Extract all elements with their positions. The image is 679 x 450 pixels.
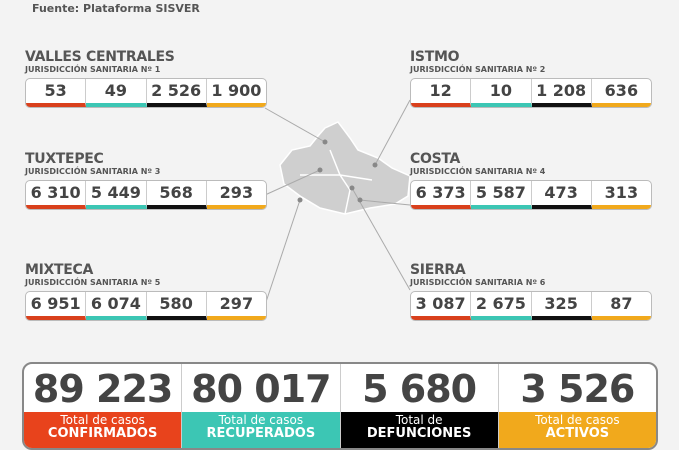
map-markers	[297, 139, 378, 203]
stat-recovered: 5 587	[471, 181, 532, 209]
region-jurisdiction: JURISDICCIÓN SANITARIA Nº 3	[25, 167, 161, 176]
region-stats: 6 310 5 449 568 293	[25, 180, 267, 210]
region-name: VALLES CENTRALES	[25, 49, 175, 65]
stat-active: 1 900	[206, 79, 266, 107]
stat-deaths: 580	[146, 292, 207, 320]
stat-recovered: 6 074	[86, 292, 147, 320]
stat-deaths: 325	[531, 292, 592, 320]
region-stats: 6 373 5 587 473 313	[410, 180, 652, 210]
region-name: COSTA	[410, 151, 461, 167]
stat-recovered: 5 449	[86, 181, 147, 209]
stat-active: 87	[591, 292, 651, 320]
region-jurisdiction: JURISDICCIÓN SANITARIA Nº 5	[25, 278, 161, 287]
region-name: SIERRA	[410, 262, 466, 278]
region-jurisdiction: JURISDICCIÓN SANITARIA Nº 6	[410, 278, 546, 287]
stat-confirmed: 6 373	[411, 181, 472, 209]
stat-active: 636	[591, 79, 651, 107]
stat-deaths: 568	[146, 181, 207, 209]
stat-recovered: 49 394	[86, 79, 147, 107]
region-tuxtepec: TUXTEPEC JURISDICCIÓN SANITARIA Nº 3 6 310…	[25, 152, 267, 210]
region-jurisdiction: JURISDICCIÓN SANITARIA Nº 1	[25, 65, 161, 74]
region-sierra: SIERRA JURISDICCIÓN SANITARIA Nº 6 3 087 2 …	[410, 263, 652, 321]
region-stats: 6 951 6 074 580 297	[25, 291, 267, 321]
total-deaths: 5 680 Total de DEFUNCIONES	[340, 364, 499, 448]
stat-recovered: 2 675	[471, 292, 532, 320]
stat-active: 297	[206, 292, 266, 320]
region-mixteca: MIXTECA JURISDICCIÓN SANITARIA Nº 5 6 951 6…	[25, 263, 267, 321]
region-name: ISTMO	[410, 49, 460, 65]
region-valles-centrales: VALLES CENTRALES JURISDICCIÓN SANITARIA N…	[25, 50, 267, 108]
stat-active: 293	[206, 181, 266, 209]
region-name: MIXTECA	[25, 262, 94, 278]
stat-confirmed: 12 682	[411, 79, 472, 107]
stat-confirmed: 3 087	[411, 292, 472, 320]
stat-active: 313	[591, 181, 651, 209]
stat-deaths: 2 526	[146, 79, 207, 107]
stat-confirmed: 6 951	[26, 292, 87, 320]
stat-deaths: 1 208	[531, 79, 592, 107]
region-costa: COSTA JURISDICCIÓN SANITARIA Nº 4 6 373 5 5…	[410, 152, 652, 210]
stat-recovered: 10 838	[471, 79, 532, 107]
total-recovered: 80 017 Total de casos RECUPERADOS	[182, 364, 341, 448]
totals-panel: 89 223 Total de casos CONFIRMADOS 80 017 To…	[22, 362, 658, 450]
stat-deaths: 473	[531, 181, 592, 209]
stat-confirmed: 53 820	[26, 79, 87, 107]
total-confirmed: 89 223 Total de casos CONFIRMADOS	[24, 364, 183, 448]
stat-confirmed: 6 310	[26, 181, 87, 209]
source-text: Fuente: Plataforma SISVER	[32, 2, 200, 15]
map-shape	[279, 121, 411, 215]
region-name: TUXTEPEC	[25, 151, 104, 167]
region-jurisdiction: JURISDICCIÓN SANITARIA Nº 2	[410, 65, 546, 74]
region-stats: 3 087 2 675 325 87	[410, 291, 652, 321]
total-active: 3 526 Total de casos ACTIVOS	[498, 364, 656, 448]
connector-lines	[264, 99, 411, 306]
map-divisions	[300, 149, 373, 215]
region-jurisdiction: JURISDICCIÓN SANITARIA Nº 4	[410, 167, 546, 176]
